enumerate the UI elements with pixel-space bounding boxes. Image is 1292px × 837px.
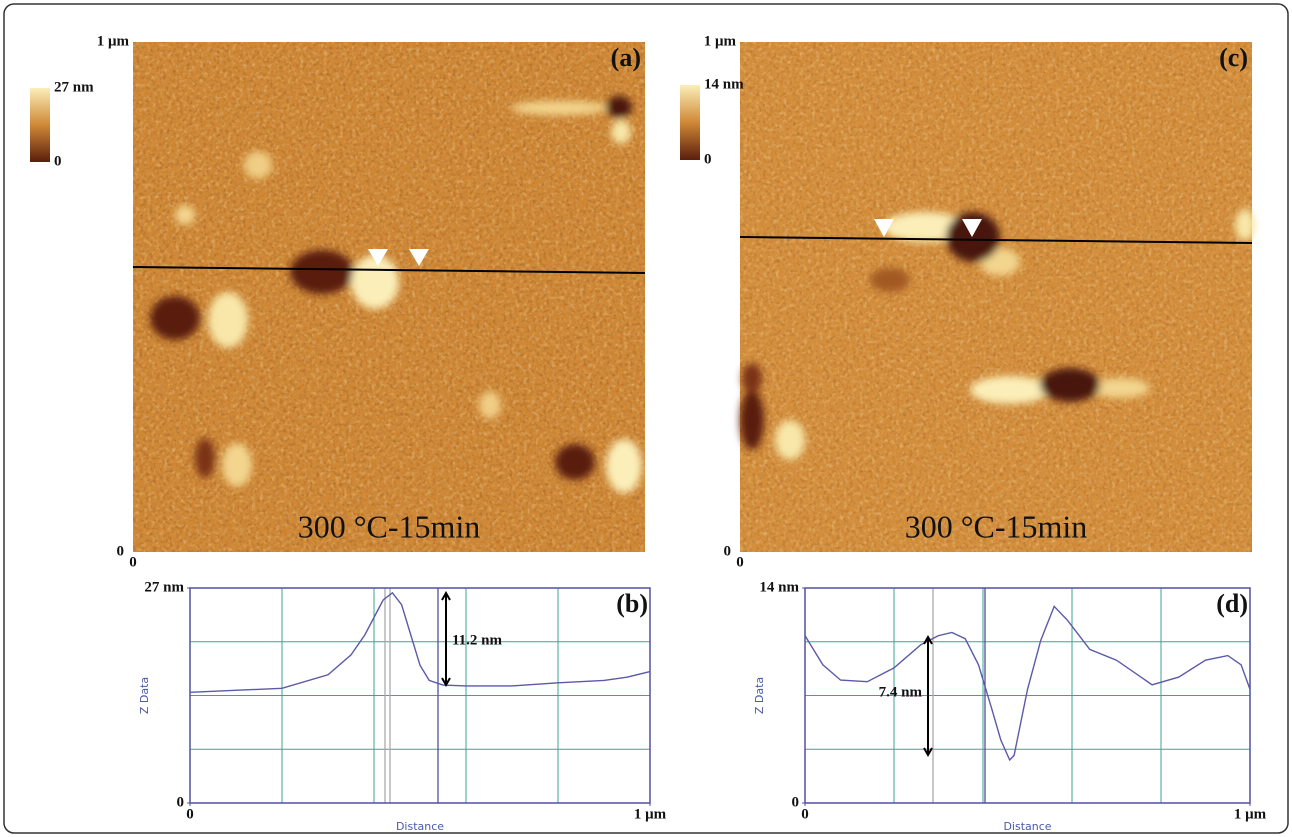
plot-frame: [189, 587, 651, 804]
x-tick-label: 0: [186, 806, 194, 822]
y-tick-label: 14 nm: [759, 579, 799, 595]
axis-label: 1 μm: [704, 33, 737, 49]
caption: 300 °C-15min: [905, 508, 1088, 544]
x-axis-label: Distance: [396, 820, 444, 833]
panel-label: (d): [1216, 589, 1248, 618]
axis-label: 1 μm: [97, 33, 130, 49]
profile-line: [804, 605, 1251, 762]
panel-label: (b): [616, 589, 648, 618]
axis-label: 0: [736, 554, 744, 570]
y-tick-label: 27 nm: [144, 579, 184, 595]
axis-label: 0: [117, 543, 125, 559]
profile-line: [189, 591, 651, 693]
y-axis-label: Z Data: [753, 677, 766, 714]
afm-image: [739, 42, 1255, 552]
panel-label: (c): [1219, 43, 1248, 72]
plot-frame: [804, 587, 1251, 804]
y-axis-label: Z Data: [138, 677, 151, 714]
y-tick-label: 0: [792, 794, 800, 810]
colorbar: [680, 85, 700, 160]
colorbar-label: 0: [54, 153, 62, 169]
colorbar-label: 27 nm: [54, 79, 94, 95]
axis-label: 0: [129, 554, 137, 570]
colorbar-label: 0: [704, 151, 712, 167]
afm-image: [132, 42, 646, 552]
annotation: 7.4 nm: [879, 684, 923, 700]
caption: 300 °C-15min: [298, 508, 481, 544]
colorbar: [30, 88, 50, 162]
axis-label: 0: [724, 543, 732, 559]
x-tick-label: 0: [801, 806, 809, 822]
x-axis-label: Distance: [1003, 820, 1051, 833]
panel-label: (a): [611, 43, 641, 72]
annotation: 11.2 nm: [452, 632, 503, 648]
arrow: [923, 634, 933, 758]
y-tick-label: 0: [177, 794, 185, 810]
x-tick-label: 1 μm: [634, 806, 667, 822]
x-tick-label: 1 μm: [1234, 806, 1267, 822]
colorbar-label: 14 nm: [704, 76, 744, 92]
arrow: [441, 590, 451, 688]
frame: [3, 3, 1289, 834]
